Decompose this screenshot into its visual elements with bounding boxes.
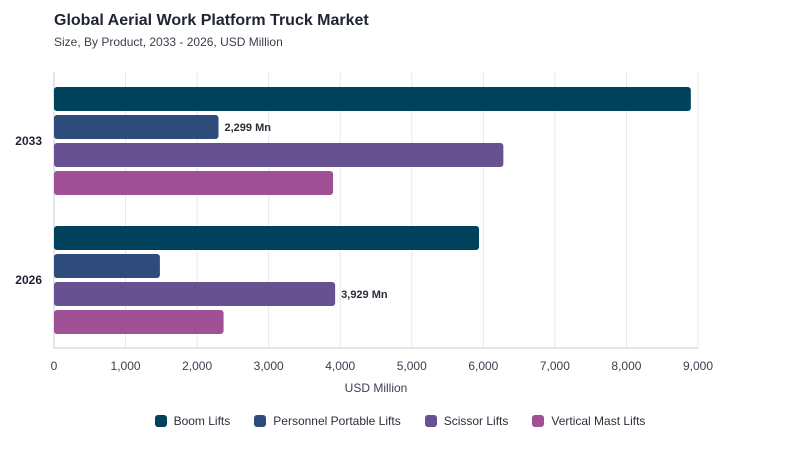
legend-item: Vertical Mast Lifts <box>532 414 645 428</box>
x-tick-label: 6,000 <box>468 359 498 373</box>
legend-label: Boom Lifts <box>173 414 231 428</box>
legend-item: Personnel Portable Lifts <box>254 414 401 428</box>
bar-scissor-lifts-2033 <box>54 143 504 167</box>
x-tick-label: 8,000 <box>611 359 641 373</box>
chart-title: Global Aerial Work Platform Truck Market <box>54 12 369 29</box>
legend-swatch <box>254 415 267 427</box>
bar-scissor-lifts-2026 <box>54 282 336 306</box>
x-tick-label: 3,000 <box>254 359 284 373</box>
legend-swatch <box>154 415 167 427</box>
x-tick-label: 0 <box>51 359 58 373</box>
chart-legend: Boom Lifts Personnel Portable Lifts Scisso… <box>0 414 800 428</box>
bar-boom-lifts-2033 <box>54 87 691 111</box>
bar-vertical-mast-lifts-2033 <box>54 171 334 195</box>
x-tick-label: 5,000 <box>397 359 427 373</box>
legend-item: Boom Lifts <box>154 414 231 428</box>
data-label: 3,929 Mn <box>341 289 388 301</box>
x-tick-label: 2,000 <box>182 359 212 373</box>
legend-item: Scissor Lifts <box>424 414 509 428</box>
legend-label: Vertical Mast Lifts <box>551 414 646 428</box>
legend-swatch <box>532 415 545 427</box>
x-tick-label: 7,000 <box>540 359 570 373</box>
bar-personnel-portable-lifts-2033 <box>54 115 219 139</box>
legend-label: Personnel Portable Lifts <box>273 414 401 428</box>
legend-label: Scissor Lifts <box>443 414 509 428</box>
x-axis-label: USD Million <box>345 381 408 395</box>
bar-personnel-portable-lifts-2026 <box>54 254 160 278</box>
data-label: 2,299 Mn <box>225 122 272 134</box>
x-tick-label: 4,000 <box>325 359 355 373</box>
bar-boom-lifts-2026 <box>54 226 480 250</box>
x-tick-label: 1,000 <box>111 359 141 373</box>
y-category-label: 2033 <box>15 134 42 148</box>
chart-subtitle: Size, By Product, 2033 - 2026, USD Milli… <box>54 35 283 49</box>
x-tick-label: 9,000 <box>683 359 713 373</box>
bar-vertical-mast-lifts-2026 <box>54 310 224 334</box>
y-category-label: 2026 <box>15 273 42 287</box>
legend-swatch <box>424 415 437 427</box>
